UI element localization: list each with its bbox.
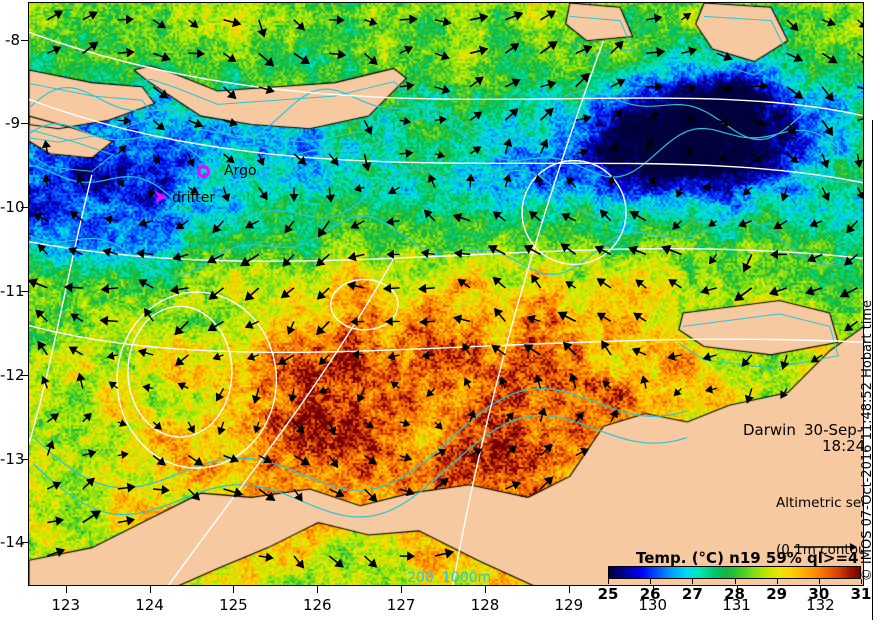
- x-axis-tick: [65, 586, 67, 593]
- y-axis-label: -13: [0, 449, 25, 468]
- x-axis-label: 126: [302, 596, 332, 614]
- colorbar: [608, 566, 861, 579]
- y-axis-label: -8: [5, 30, 20, 49]
- x-axis-label: 131: [722, 596, 751, 614]
- velocity-vectors: [29, 10, 863, 569]
- x-axis-tick: [568, 586, 570, 593]
- x-axis-tick: [233, 586, 235, 593]
- bathymetry-contours: [29, 15, 862, 518]
- y-axis-label: -14: [0, 533, 25, 552]
- annotation-line-1: Altimetric sealevel: [776, 495, 863, 511]
- x-axis-tick: [149, 586, 151, 593]
- x-axis-label: 129: [554, 596, 584, 614]
- colorbar-title: Temp. (°C) n19 59% ql>=4: [636, 549, 859, 567]
- y-axis-tick: [21, 458, 28, 460]
- y-axis-label: -11: [0, 282, 25, 301]
- colorbar-tick-label: 28: [724, 585, 745, 603]
- x-axis-label: 130: [638, 596, 667, 614]
- colorbar-tick-label: 27: [681, 585, 703, 603]
- observation-date: 30-Sep-2016: [804, 421, 863, 439]
- colorbar-tick-label: 29: [766, 585, 788, 603]
- x-axis-label: 132: [806, 596, 835, 614]
- colorbar-tick: [650, 579, 652, 584]
- y-axis-tick: [21, 374, 28, 376]
- credit-divider: [872, 120, 873, 620]
- overlay-vector-layer: [29, 10, 863, 585]
- y-axis-tick: [21, 542, 28, 544]
- y-axis-tick: [21, 39, 28, 41]
- x-axis-tick: [484, 586, 486, 593]
- colorbar-tick-label: 25: [597, 585, 619, 603]
- y-axis-label: -12: [0, 365, 25, 384]
- colorbar-tick-label: 26: [639, 585, 661, 603]
- x-axis-tick: [820, 586, 822, 593]
- x-axis-label: 127: [386, 596, 416, 614]
- colorbar-tick-label: 31: [850, 585, 872, 603]
- argo-marker-icon: [197, 165, 210, 178]
- observation-time: 18:24Z: [822, 437, 863, 455]
- x-axis-tick: [317, 586, 319, 593]
- x-axis-label: 128: [470, 596, 500, 614]
- colorbar-tick-label: 30: [808, 585, 830, 603]
- x-axis-label: 123: [51, 596, 81, 614]
- sealevel-contours: [29, 31, 863, 585]
- x-axis-tick: [401, 586, 403, 593]
- y-axis-tick: [21, 207, 28, 209]
- drifter-marker-icon: [153, 189, 171, 209]
- city-label-darwin: Darwin: [743, 421, 796, 439]
- x-axis-tick: [652, 586, 654, 593]
- colorbar-tick: [818, 579, 820, 584]
- colorbar-tick: [734, 579, 736, 584]
- colorbar-tick: [608, 579, 609, 584]
- depth-label-200: 200: [407, 570, 434, 586]
- x-axis-label: 124: [135, 596, 164, 614]
- drifter-legend-label: drifter: [172, 190, 216, 206]
- colorbar-tick: [861, 579, 862, 584]
- y-axis-tick: [21, 123, 28, 125]
- map-plot-area[interactable]: Argo drifter Darwin 30-Sep-2016 18:24Z A…: [28, 2, 864, 586]
- colorbar-tick: [692, 579, 694, 584]
- depth-label-1000: 1000m: [442, 570, 492, 586]
- colorbar-tick: [776, 579, 778, 584]
- y-axis-label: -10: [0, 198, 25, 217]
- colorbar-gradient: [608, 566, 861, 579]
- argo-legend-label: Argo: [224, 163, 257, 179]
- x-axis-label: 125: [219, 596, 248, 614]
- velocity-reference-arrow-icon: [794, 538, 858, 557]
- y-axis-label: -9: [5, 114, 20, 133]
- y-axis-tick: [21, 291, 28, 293]
- x-axis-tick: [736, 586, 738, 593]
